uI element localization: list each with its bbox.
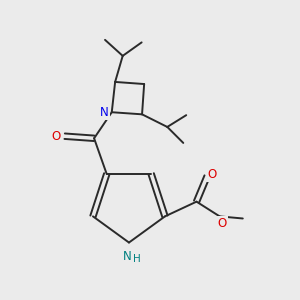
Text: N: N bbox=[100, 106, 109, 119]
Text: N: N bbox=[122, 250, 131, 262]
Text: O: O bbox=[52, 130, 61, 143]
Text: O: O bbox=[208, 168, 217, 181]
Text: O: O bbox=[217, 218, 226, 230]
Text: H: H bbox=[133, 254, 140, 263]
